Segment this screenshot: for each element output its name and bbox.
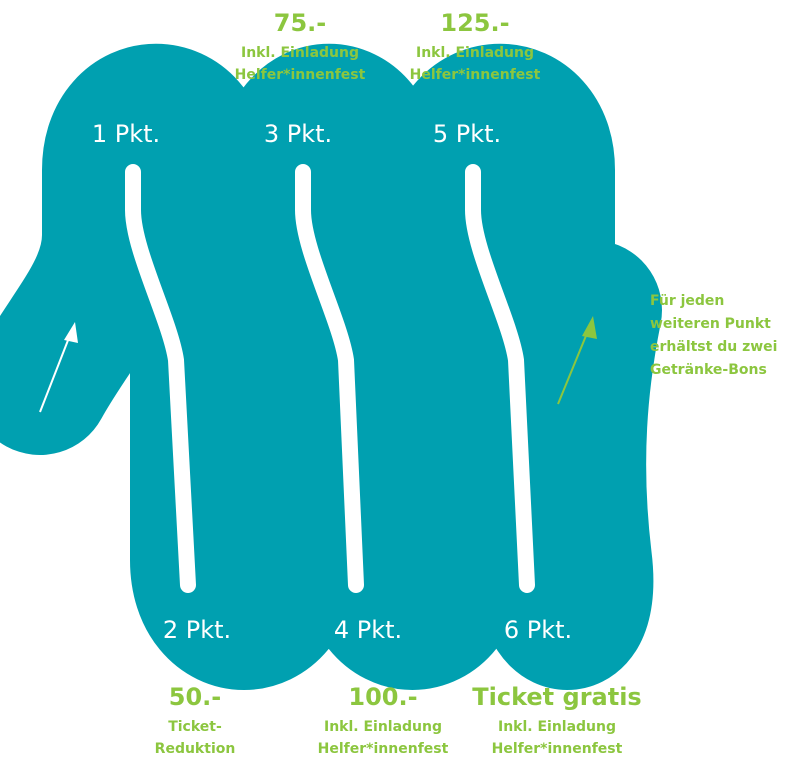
reward-description-line: Reduktion xyxy=(154,741,236,757)
track-center-line xyxy=(465,164,535,593)
track-center-line xyxy=(125,164,196,593)
point-label-6: 6 Pkt. xyxy=(503,616,573,644)
reward-description-line: Helfer*innenfest xyxy=(491,741,623,757)
track-center-line xyxy=(295,164,364,593)
point-label-1: 1 Pkt. xyxy=(91,120,161,148)
reward-description-line: Inkl. Einladung xyxy=(323,719,443,735)
reward-description-line: Inkl. Einladung xyxy=(497,719,617,735)
point-label-5: 5 Pkt. xyxy=(432,120,502,148)
point-label-3: 3 Pkt. xyxy=(263,120,333,148)
note-line: weiteren Punkt xyxy=(650,316,771,332)
track-band xyxy=(0,44,662,690)
reward-6-points: Ticket gratis Inkl. Einladung Helfer*inn… xyxy=(462,682,652,760)
point-label-4: 4 Pkt. xyxy=(333,616,403,644)
reward-amount: 125.- xyxy=(440,9,510,37)
reward-description-line: Helfer*innenfest xyxy=(234,67,366,83)
arrow-up-right-icon xyxy=(39,322,78,413)
reward-description-line: Helfer*innenfest xyxy=(317,741,449,757)
reward-2-points: 50.- Ticket- Reduktion xyxy=(130,682,260,760)
note-line: Getränke-Bons xyxy=(650,362,767,378)
reward-amount: 50.- xyxy=(168,683,222,711)
reward-description-line: Inkl. Einladung xyxy=(240,45,360,61)
note-line: erhältst du zwei xyxy=(650,339,778,355)
reward-amount: 100.- xyxy=(348,683,418,711)
reward-3-points: 75.- Inkl. Einladung Helfer*innenfest xyxy=(215,8,385,86)
reward-description-line: Helfer*innenfest xyxy=(409,67,541,83)
arrow-up-right-icon xyxy=(557,316,597,405)
reward-amount: 75.- xyxy=(273,9,327,37)
point-label-2: 2 Pkt. xyxy=(162,616,232,644)
reward-4-points: 100.- Inkl. Einladung Helfer*innenfest xyxy=(298,682,468,760)
note-line: Für jeden xyxy=(650,293,725,309)
reward-amount: Ticket gratis xyxy=(472,683,642,711)
extra-points-note: Für jeden weiteren Punkt erhältst du zwe… xyxy=(650,290,785,382)
reward-5-points: 125.- Inkl. Einladung Helfer*innenfest xyxy=(390,8,560,86)
reward-description-line: Inkl. Einladung xyxy=(415,45,535,61)
reward-description-line: Ticket- xyxy=(168,719,222,735)
